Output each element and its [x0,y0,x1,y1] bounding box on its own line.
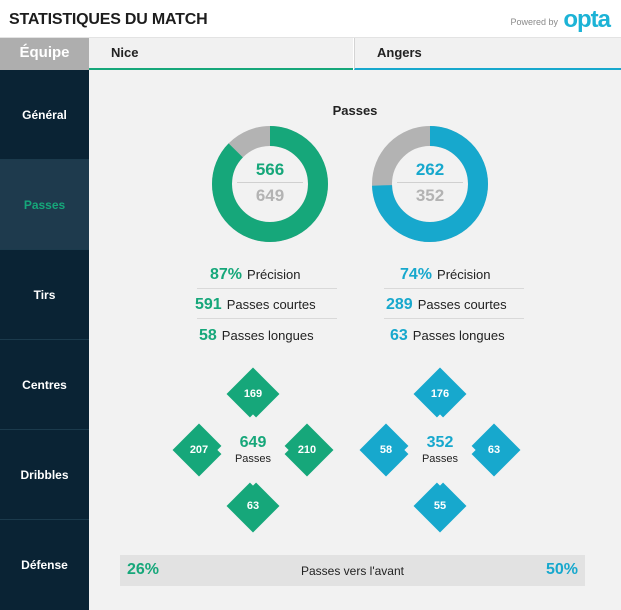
away-precision-label: Précision [437,267,491,282]
away-total-passes: 352 [415,186,445,205]
home-donut-divider [237,182,303,183]
home-total-passes: 649 [255,186,285,205]
home-direction-right-value: 210 [297,444,317,456]
home-direction-top-value: 169 [243,388,263,400]
home-long-passes-stat: 58 Passes longues [199,327,314,345]
home-stat-divider-2 [197,318,337,319]
away-center-total: 352 [426,434,454,451]
sidebar-item-tirs[interactable]: Tirs [0,250,89,340]
home-direction-center: 649 Passes [217,414,289,486]
page-title: STATISTIQUES DU MATCH [9,11,208,28]
home-passes-donut: 566 649 [210,124,330,244]
home-center-total: 649 [239,434,267,451]
home-precision-value: 87% [210,266,243,283]
away-donut-divider [397,182,463,183]
away-short-passes-label: Passes courtes [417,297,507,312]
away-precision-value: 74% [400,266,433,283]
away-long-passes-value: 63 [390,327,408,344]
away-direction-left: 58 [359,423,413,477]
away-direction-top-value: 176 [430,388,450,400]
home-direction-right: 210 [280,423,334,477]
home-direction-bottom: 63 [226,479,280,533]
away-short-passes-stat: 289 Passes courtes [386,296,507,314]
home-short-passes-value: 591 [195,296,222,313]
main-panel: Passes 566 649 262 352 87% Précision 591 P… [89,70,621,610]
sidebar-item-general[interactable]: Général [0,70,89,160]
forward-passes-bar: 26% Passes vers l'avant 50% [120,555,585,586]
home-long-passes-value: 58 [199,327,217,344]
away-team-name: Angers [354,38,621,70]
section-title: Passes [332,103,378,118]
away-forward-passes-value: 50% [545,561,578,578]
away-center-label: Passes [421,453,459,465]
home-long-passes-label: Passes longues [221,328,314,343]
away-long-passes-label: Passes longues [412,328,505,343]
away-direction-center: 352 Passes [404,414,476,486]
home-center-label: Passes [234,453,272,465]
home-stat-divider-1 [197,288,337,289]
home-pass-direction-map: 169 207 210 63 649 Passes [172,367,334,533]
away-passes-donut: 262 352 [370,124,490,244]
home-direction-top: 169 [226,367,280,421]
home-team-name: Nice [89,38,353,70]
header-bar: STATISTIQUES DU MATCH Powered by opta [0,0,621,38]
away-pass-direction-map: 176 58 63 55 352 Passes [359,367,521,533]
away-direction-bottom: 55 [413,479,467,533]
sidebar-nav: Général Passes Tirs Centres Dribbles Déf… [0,70,89,610]
sidebar-item-centres[interactable]: Centres [0,340,89,430]
home-direction-bottom-value: 63 [246,500,260,512]
home-short-passes-label: Passes courtes [226,297,316,312]
sidebar-item-defense[interactable]: Défense [21,558,68,572]
away-stat-divider-1 [384,288,524,289]
home-precision-label: Précision [247,267,301,282]
away-direction-top: 176 [413,367,467,421]
team-row: Équipe Nice Angers [0,38,621,70]
away-direction-bottom-value: 55 [433,500,447,512]
home-short-passes-stat: 591 Passes courtes [195,296,316,314]
away-short-passes-value: 289 [386,296,413,313]
away-donut-chart [372,126,488,242]
away-direction-right-value: 63 [487,444,501,456]
home-precision-stat: 87% Précision [210,266,301,284]
away-precision-stat: 74% Précision [400,266,491,284]
sidebar-item-dribbles[interactable]: Dribbles [0,430,89,520]
sidebar-item-passes[interactable]: Passes [0,160,89,250]
home-forward-passes-value: 26% [127,561,160,578]
away-donut-completed-arc [372,126,488,242]
home-donut-completed-arc [212,126,328,242]
away-direction-right: 63 [467,423,521,477]
away-completed-passes: 262 [415,160,445,179]
forward-passes-label: Passes vers l'avant [300,564,404,578]
home-completed-passes: 566 [255,160,285,179]
powered-by-text: Powered by [510,17,558,27]
away-direction-left-value: 58 [379,444,393,456]
away-long-passes-stat: 63 Passes longues [390,327,505,345]
opta-logo: opta [563,6,611,33]
home-donut-chart [212,126,328,242]
home-direction-left-value: 207 [189,444,209,456]
away-stat-divider-2 [384,318,524,319]
equipe-label: Équipe [0,38,89,70]
home-direction-left: 207 [172,423,226,477]
